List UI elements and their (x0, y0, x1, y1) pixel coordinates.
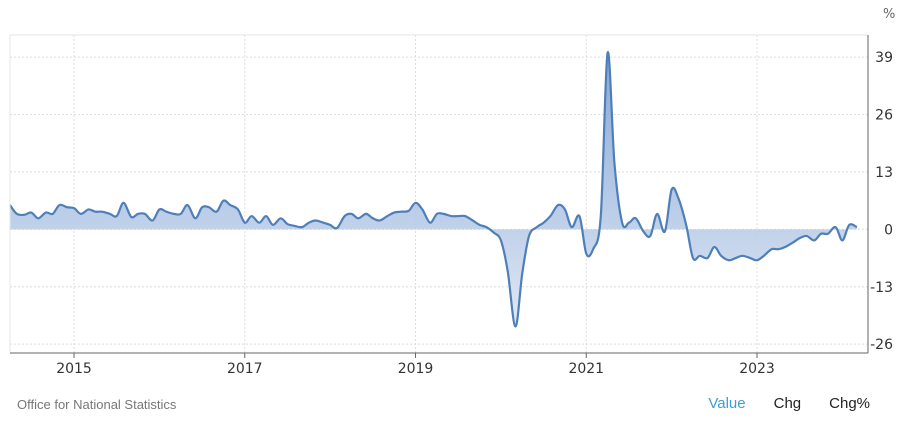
tab-chg-percent[interactable]: Chg% (829, 395, 870, 412)
series-area (10, 52, 857, 327)
tab-value[interactable]: Value (708, 395, 746, 412)
view-tabs: Value Chg Chg% (708, 395, 870, 412)
axes (9, 34, 869, 358)
y-tick-label: 39 (875, 50, 893, 66)
x-tick-label: 2015 (56, 361, 92, 377)
y-axis-unit-label: % (883, 7, 895, 22)
y-axis-tick-labels: 39 26 13 0 -13 -26 (870, 50, 893, 353)
plot-border (9, 34, 869, 354)
y-tick-label: 0 (884, 222, 893, 238)
grid (10, 35, 868, 353)
y-tick-label: -13 (870, 280, 893, 296)
y-tick-label: 26 (875, 108, 893, 124)
y-tick-label: 13 (875, 165, 893, 181)
series-line (9, 51, 858, 328)
area-fill (10, 52, 857, 327)
x-tick-label: 2017 (227, 361, 263, 377)
x-tick-label: 2021 (568, 361, 604, 377)
tab-chg[interactable]: Chg (773, 395, 802, 412)
x-tick-label: 2019 (398, 361, 434, 377)
series-line-layer (9, 51, 858, 328)
y-tick-label: -26 (870, 337, 893, 353)
x-axis-tick-labels: 2015 2017 2019 2021 2023 (56, 361, 775, 377)
x-tick-label: 2023 (739, 361, 775, 377)
source-label: Office for National Statistics (17, 397, 177, 412)
